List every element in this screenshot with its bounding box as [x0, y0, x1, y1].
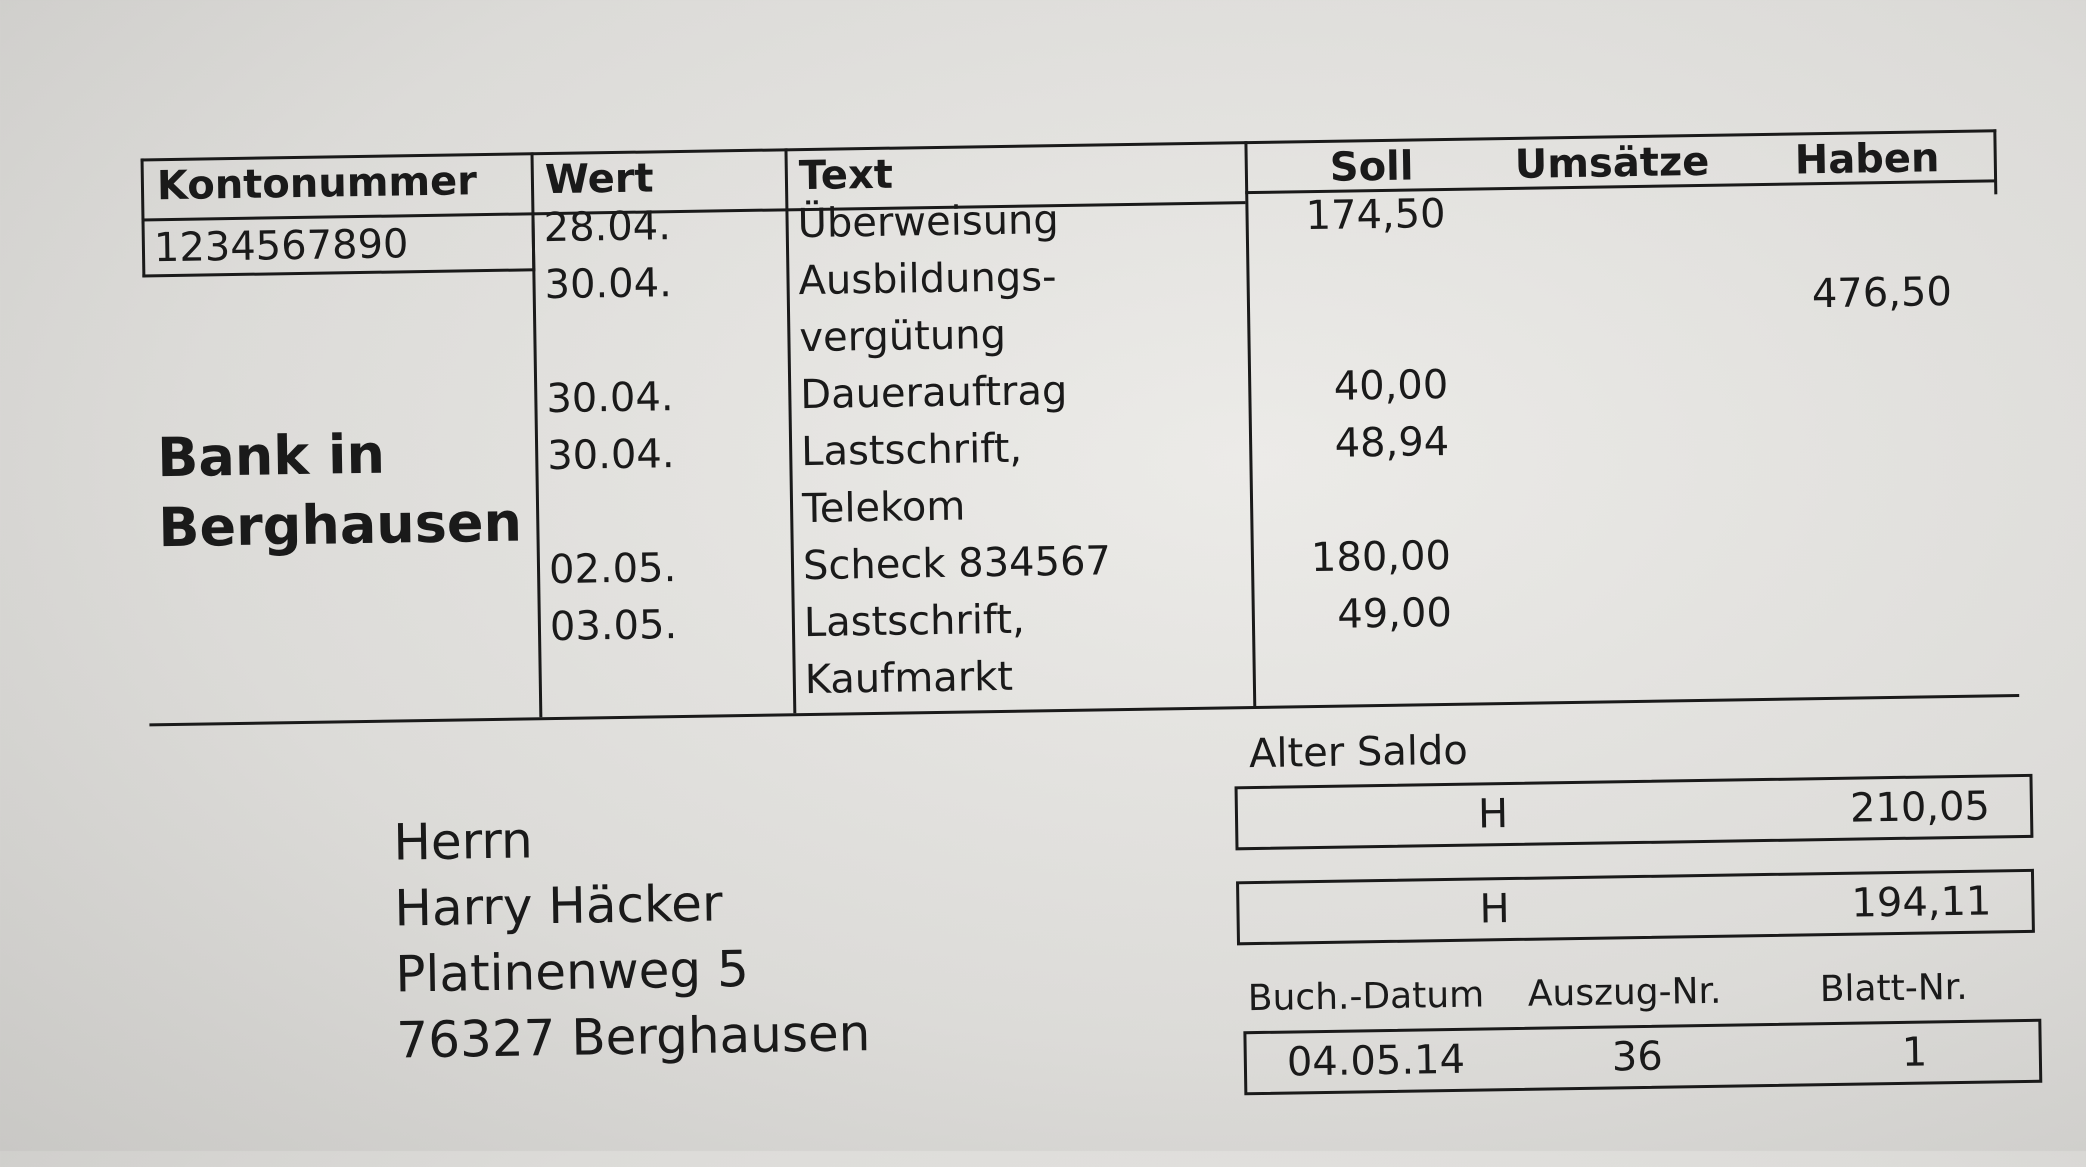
header-account: Kontonummer — [156, 158, 478, 210]
header-debit: Soll — [1329, 143, 1414, 191]
row-debit: 49,00 — [1336, 589, 1453, 638]
row-text: Ausbildungs- — [798, 254, 1057, 305]
row-date: 28.04. — [543, 203, 672, 252]
recipient-address: Herrn Harry Häcker Platinenweg 5 76327 B… — [393, 802, 871, 1073]
row-text: Kaufmarkt — [804, 653, 1014, 704]
header-credit: Haben — [1794, 135, 1940, 184]
header-turnover: Umsätze — [1514, 138, 1710, 188]
address-line: 76327 Berghausen — [395, 1004, 871, 1070]
header-value-date: Wert — [544, 155, 654, 204]
row-debit: 180,00 — [1310, 532, 1452, 582]
sheet-number-label: Blatt-Nr. — [1819, 966, 1968, 1011]
new-balance-type: H — [1479, 886, 1510, 933]
row-date: 30.04. — [546, 431, 675, 480]
divider — [784, 148, 797, 714]
statement-number: 36 — [1611, 1033, 1664, 1081]
row-text: Dauerauftrag — [799, 367, 1068, 419]
address-line: Platinenweg 5 — [394, 940, 750, 1004]
address-line: Herrn — [392, 811, 534, 872]
row-debit: 174,50 — [1305, 190, 1446, 240]
old-balance-type: H — [1477, 791, 1509, 838]
row-text: vergütung — [799, 311, 1007, 362]
header-text: Text — [798, 151, 894, 200]
statement-number-label: Auszug-Nr. — [1527, 970, 1722, 1015]
booking-date-label: Buch.-Datum — [1247, 974, 1485, 1020]
row-date: 30.04. — [544, 260, 673, 309]
row-date: 03.05. — [549, 602, 678, 651]
bank-name-line: Bank in — [156, 422, 386, 490]
new-balance-box: H 194,11 — [1236, 868, 2035, 946]
row-date: 02.05. — [548, 545, 677, 594]
row-date: 30.04. — [545, 374, 674, 423]
address-line: Harry Häcker — [393, 874, 723, 938]
row-text: Lastschrift, — [800, 425, 1023, 476]
account-number: 1234567890 — [153, 221, 409, 272]
row-debit: 40,00 — [1333, 361, 1449, 410]
booking-date: 04.05.14 — [1286, 1036, 1466, 1086]
row-text: Scheck 834567 — [802, 538, 1112, 590]
bank-name: Bank in Berghausen — [157, 418, 523, 564]
divider — [1244, 141, 1257, 707]
row-text: Lastschrift, — [803, 596, 1026, 647]
row-text: Telekom — [801, 483, 966, 533]
bank-name-line: Berghausen — [157, 490, 523, 560]
footer-box: 04.05.14 36 1 — [1243, 1018, 2043, 1096]
old-balance-label: Alter Saldo — [1248, 727, 1469, 778]
row-credit: 476,50 — [1811, 268, 1953, 317]
row-debit: 48,94 — [1334, 418, 1450, 467]
new-balance-value: 194,11 — [1851, 878, 1992, 927]
sheet-number: 1 — [1901, 1029, 1928, 1076]
old-balance-box: H 210,05 — [1234, 773, 2034, 851]
table-bottom-line — [149, 694, 2020, 727]
row-text: Überweisung — [797, 197, 1060, 248]
old-balance-value: 210,05 — [1849, 783, 1991, 832]
